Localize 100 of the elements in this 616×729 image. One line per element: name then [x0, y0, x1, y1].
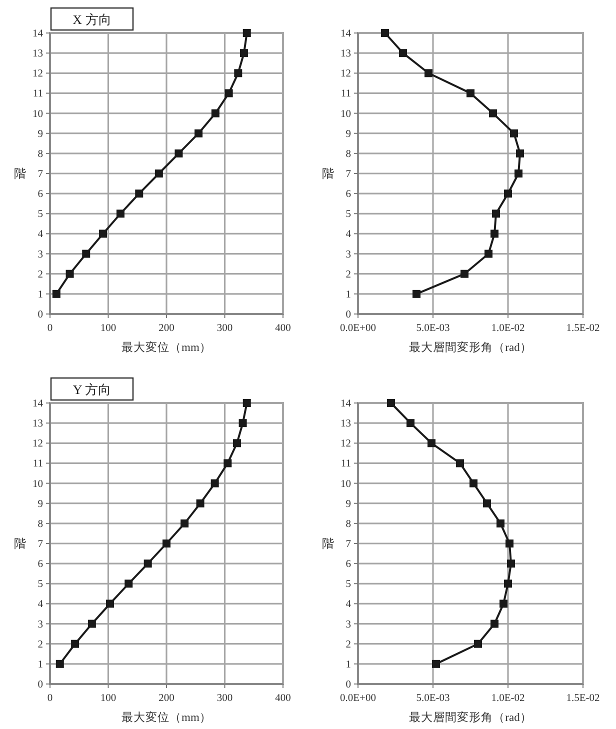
- x-axis-title: 最大層間変形角（rad）: [409, 340, 532, 354]
- y-tick-label: 14: [340, 398, 352, 410]
- point: [428, 439, 436, 448]
- y-tick-label: 5: [346, 209, 351, 220]
- point: [242, 399, 251, 407]
- point: [504, 580, 512, 588]
- y-tick-label: 9: [346, 128, 351, 140]
- point: [507, 560, 515, 568]
- point: [432, 660, 440, 668]
- point: [500, 600, 508, 608]
- y-tick-label: 11: [340, 88, 351, 100]
- y-tick-label: 10: [32, 108, 43, 120]
- y-tick-label: 5: [38, 579, 43, 590]
- point: [406, 419, 414, 428]
- point: [387, 399, 395, 407]
- point: [124, 580, 133, 588]
- y-tick-label: 0: [346, 310, 351, 320]
- y-tick-label: 6: [346, 559, 351, 570]
- point: [52, 290, 60, 298]
- y-tick-label: 8: [346, 148, 351, 160]
- x-axis-title: 最大変位（mm）: [122, 340, 212, 354]
- y-tick-label: 6: [346, 189, 351, 200]
- point: [56, 660, 64, 668]
- x-tick-label: 200: [158, 693, 174, 704]
- y-tick-label: 2: [38, 639, 43, 650]
- point: [66, 270, 74, 278]
- y-axis-title: 階: [14, 536, 26, 550]
- point: [174, 149, 183, 158]
- point: [490, 620, 498, 628]
- point: [194, 129, 203, 138]
- x-tick-label: 1.0E-02: [491, 323, 525, 334]
- y-tick-label: 14: [340, 28, 352, 40]
- y-tick-label: 10: [340, 108, 351, 120]
- y-tick-label: 0: [38, 310, 43, 320]
- point: [504, 190, 512, 198]
- y-tick-label: 8: [346, 518, 351, 530]
- y-tick-label: 4: [38, 599, 44, 610]
- y-tick-label: 3: [346, 249, 351, 260]
- y-tick-label: 13: [32, 418, 43, 430]
- x-tick-label: 0: [47, 693, 53, 704]
- x-tick-label: 5.0E-03: [416, 693, 450, 704]
- y-axis-title: 階: [14, 166, 26, 180]
- x-axis-title: 最大層間変形角（rad）: [409, 710, 532, 724]
- y-axis-title: 階: [322, 166, 334, 180]
- y-tick-label: 3: [38, 249, 43, 260]
- point: [88, 620, 96, 628]
- y-tick-label: 3: [38, 619, 43, 630]
- point: [224, 459, 232, 468]
- x-tick-label: 1.0E-02: [491, 693, 525, 704]
- y-tick-label: 2: [346, 639, 351, 650]
- x-tick-label: 100: [100, 323, 116, 334]
- point: [496, 519, 504, 528]
- y-tick-label: 9: [38, 128, 43, 140]
- point: [196, 499, 204, 508]
- point: [116, 210, 124, 218]
- y-tick-label: 5: [38, 209, 43, 220]
- y-tick-label: 10: [340, 478, 351, 490]
- y-axis-title: 階: [322, 536, 334, 550]
- point: [162, 540, 170, 548]
- y-tick-label: 11: [340, 458, 351, 470]
- point: [240, 49, 248, 58]
- point: [99, 230, 108, 238]
- point: [483, 499, 491, 508]
- chart-title: Y 方向: [72, 382, 112, 397]
- point: [492, 210, 500, 218]
- x-tick-label: 100: [100, 693, 116, 704]
- point: [516, 149, 524, 158]
- y-tick-label: 12: [32, 68, 43, 80]
- point: [135, 190, 144, 198]
- point: [399, 49, 407, 58]
- y-tick-label: 4: [346, 599, 352, 610]
- x-tick-label: 1.5E-02: [566, 693, 600, 704]
- point: [489, 109, 497, 118]
- x-axis-title: 最大変位（mm）: [122, 710, 212, 724]
- point: [144, 560, 152, 568]
- x-tick-label: 0.0E+00: [340, 693, 376, 704]
- y-tick-label: 2: [346, 269, 351, 280]
- y-tick-label: 9: [38, 498, 43, 510]
- y-tick-label: 4: [38, 229, 44, 240]
- x-tick-label: 200: [158, 323, 174, 334]
- chart-title: X 方向: [72, 12, 112, 27]
- y-tick-label: 7: [346, 169, 351, 180]
- point: [106, 600, 114, 608]
- point: [510, 129, 518, 138]
- y-tick-label: 6: [38, 189, 43, 200]
- y-tick-label: 5: [346, 579, 351, 590]
- y-tick-label: 14: [32, 28, 44, 40]
- y-tick-label: 13: [340, 48, 351, 60]
- point: [224, 89, 233, 98]
- y-tick-label: 3: [346, 619, 351, 630]
- y-tick-label: 7: [346, 539, 351, 550]
- y-tick-label: 4: [346, 229, 352, 240]
- y-tick-label: 0: [38, 680, 43, 690]
- x-tick-label: 300: [216, 693, 233, 704]
- point: [412, 290, 420, 298]
- y-tick-label: 8: [38, 148, 43, 160]
- x-tick-label: 0.0E+00: [340, 323, 376, 334]
- point: [234, 69, 242, 78]
- y-tick-label: 11: [32, 458, 43, 470]
- point: [238, 419, 247, 428]
